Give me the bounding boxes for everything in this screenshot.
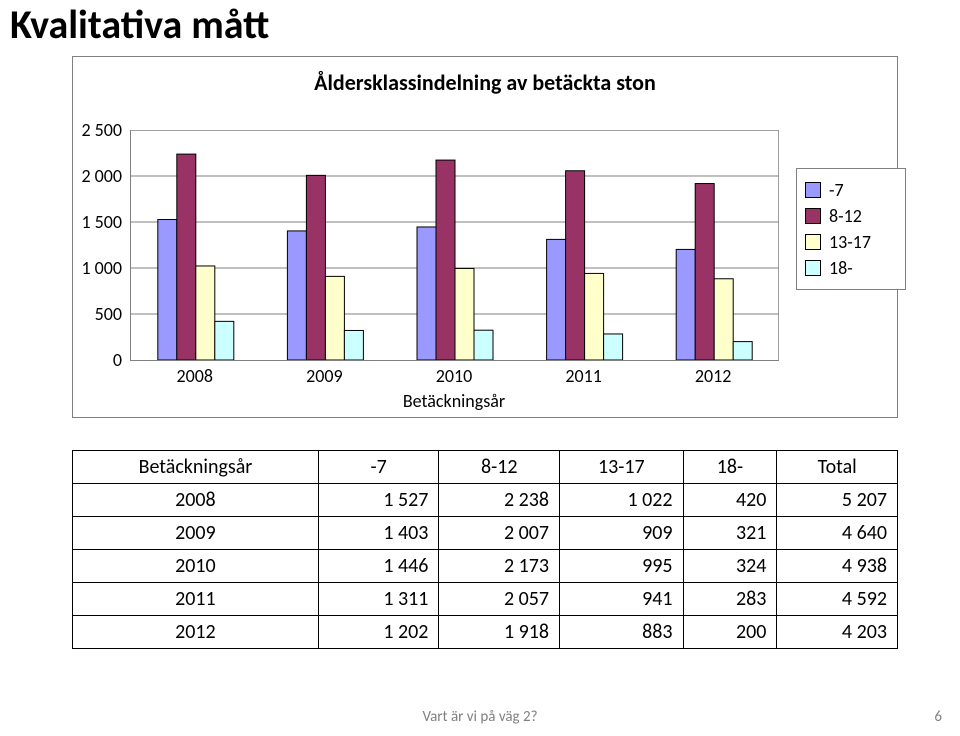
bar-chart-svg <box>131 130 779 360</box>
x-tick-labels: 20082009201020112012 <box>130 365 778 389</box>
table-cell: 420 <box>683 484 777 517</box>
table-cell: 1 918 <box>439 616 560 649</box>
chart-title: Åldersklassindelning av betäckta ston <box>73 69 897 96</box>
table-cell: 4 640 <box>777 517 898 550</box>
table-row: 20121 2021 9188832004 203 <box>73 616 898 649</box>
legend-label: 18- <box>829 257 853 279</box>
table-cell: 5 207 <box>777 484 898 517</box>
legend-label: 8-12 <box>829 205 862 227</box>
legend-swatch-icon <box>805 260 821 276</box>
footer-text: Vart är vi på väg 2? <box>0 708 960 726</box>
table-cell: 2009 <box>73 517 319 550</box>
table-row: 20111 3112 0579412834 592 <box>73 583 898 616</box>
table-cell: 4 592 <box>777 583 898 616</box>
table-cell: 4 938 <box>777 550 898 583</box>
table-cell: 1 311 <box>318 583 439 616</box>
table-cell: 200 <box>683 616 777 649</box>
y-tick-label: 2 500 <box>62 119 122 141</box>
table-body: 20081 5272 2381 0224205 20720091 4032 00… <box>73 484 898 649</box>
table-cell: 995 <box>560 550 684 583</box>
table-cell: 324 <box>683 550 777 583</box>
table-cell: 909 <box>560 517 684 550</box>
table-row: 20091 4032 0079093214 640 <box>73 517 898 550</box>
y-tick-label: 0 <box>62 349 122 371</box>
legend-item: -7 <box>805 179 897 201</box>
table-header-cell: 8-12 <box>439 451 560 484</box>
table-cell: 2 057 <box>439 583 560 616</box>
table-cell: 2 173 <box>439 550 560 583</box>
table-cell: 1 527 <box>318 484 439 517</box>
x-tick-label: 2011 <box>519 365 649 389</box>
legend-label: -7 <box>829 179 844 201</box>
table-cell: 2 238 <box>439 484 560 517</box>
table-row: 20101 4462 1739953244 938 <box>73 550 898 583</box>
legend-swatch-icon <box>805 234 821 250</box>
legend-swatch-icon <box>805 208 821 224</box>
x-tick-label: 2012 <box>648 365 778 389</box>
x-tick-label: 2008 <box>130 365 260 389</box>
table-cell: 4 203 <box>777 616 898 649</box>
legend-item: 18- <box>805 257 897 279</box>
table-cell: 2011 <box>73 583 319 616</box>
legend-label: 13-17 <box>829 231 871 253</box>
y-tick-label: 500 <box>62 303 122 325</box>
data-table: Betäckningsår-78-1213-1718-Total 20081 5… <box>72 450 898 649</box>
table-cell: 2008 <box>73 484 319 517</box>
table-cell: 1 202 <box>318 616 439 649</box>
table-header-cell: 13-17 <box>560 451 684 484</box>
table-header-row: Betäckningsår-78-1213-1718-Total <box>73 451 898 484</box>
page-number: 6 <box>934 708 942 726</box>
x-tick-label: 2009 <box>260 365 390 389</box>
table-cell: 2012 <box>73 616 319 649</box>
table-header-cell: -7 <box>318 451 439 484</box>
table-cell: 283 <box>683 583 777 616</box>
x-tick-label: 2010 <box>389 365 519 389</box>
table-cell: 941 <box>560 583 684 616</box>
table-cell: 883 <box>560 616 684 649</box>
legend-item: 13-17 <box>805 231 897 253</box>
table-cell: 321 <box>683 517 777 550</box>
x-axis-title: Betäckningsår <box>130 390 778 412</box>
legend: -7 8-12 13-17 18- <box>796 168 906 290</box>
plot-area <box>130 130 779 361</box>
y-tick-label: 1 500 <box>62 211 122 233</box>
y-tick-label: 2 000 <box>62 165 122 187</box>
table-header-cell: Total <box>777 451 898 484</box>
table-cell: 1 022 <box>560 484 684 517</box>
table-cell: 1 446 <box>318 550 439 583</box>
table-header-cell: 18- <box>683 451 777 484</box>
legend-item: 8-12 <box>805 205 897 227</box>
table-header-cell: Betäckningsår <box>73 451 319 484</box>
table-row: 20081 5272 2381 0224205 207 <box>73 484 898 517</box>
page-title: Kvalitativa mått <box>10 0 269 49</box>
page-root: Kvalitativa mått Åldersklassindelning av… <box>0 0 960 736</box>
table-cell: 2010 <box>73 550 319 583</box>
table-cell: 2 007 <box>439 517 560 550</box>
y-tick-label: 1 000 <box>62 257 122 279</box>
legend-swatch-icon <box>805 182 821 198</box>
table-cell: 1 403 <box>318 517 439 550</box>
